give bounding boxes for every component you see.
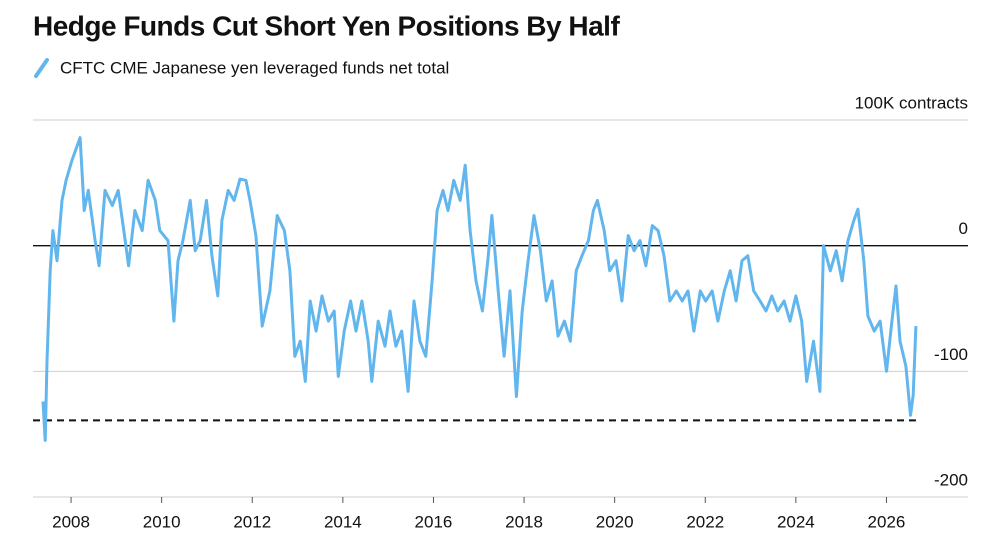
- x-tick-label: 2020: [596, 512, 634, 531]
- chart-title: Hedge Funds Cut Short Yen Positions By H…: [33, 10, 620, 41]
- y-tick-label: 0: [959, 219, 968, 238]
- x-tick-label: 2018: [505, 512, 543, 531]
- legend-label: CFTC CME Japanese yen leveraged funds ne…: [60, 58, 449, 77]
- y-tick-label: -100: [934, 345, 968, 364]
- x-tick-label: 2014: [324, 512, 362, 531]
- x-tick-label: 2026: [868, 512, 906, 531]
- x-tick-label: 2016: [415, 512, 453, 531]
- x-tick-label: 2010: [143, 512, 181, 531]
- x-tick-label: 2024: [777, 512, 815, 531]
- legend-swatch: [34, 58, 49, 78]
- x-tick-label: 2012: [233, 512, 271, 531]
- y-tick-label: -200: [934, 470, 968, 489]
- x-tick-label: 2022: [686, 512, 724, 531]
- y-tick-label: 100K contracts: [855, 93, 968, 112]
- data-line: [41, 136, 918, 442]
- x-tick-label: 2008: [52, 512, 90, 531]
